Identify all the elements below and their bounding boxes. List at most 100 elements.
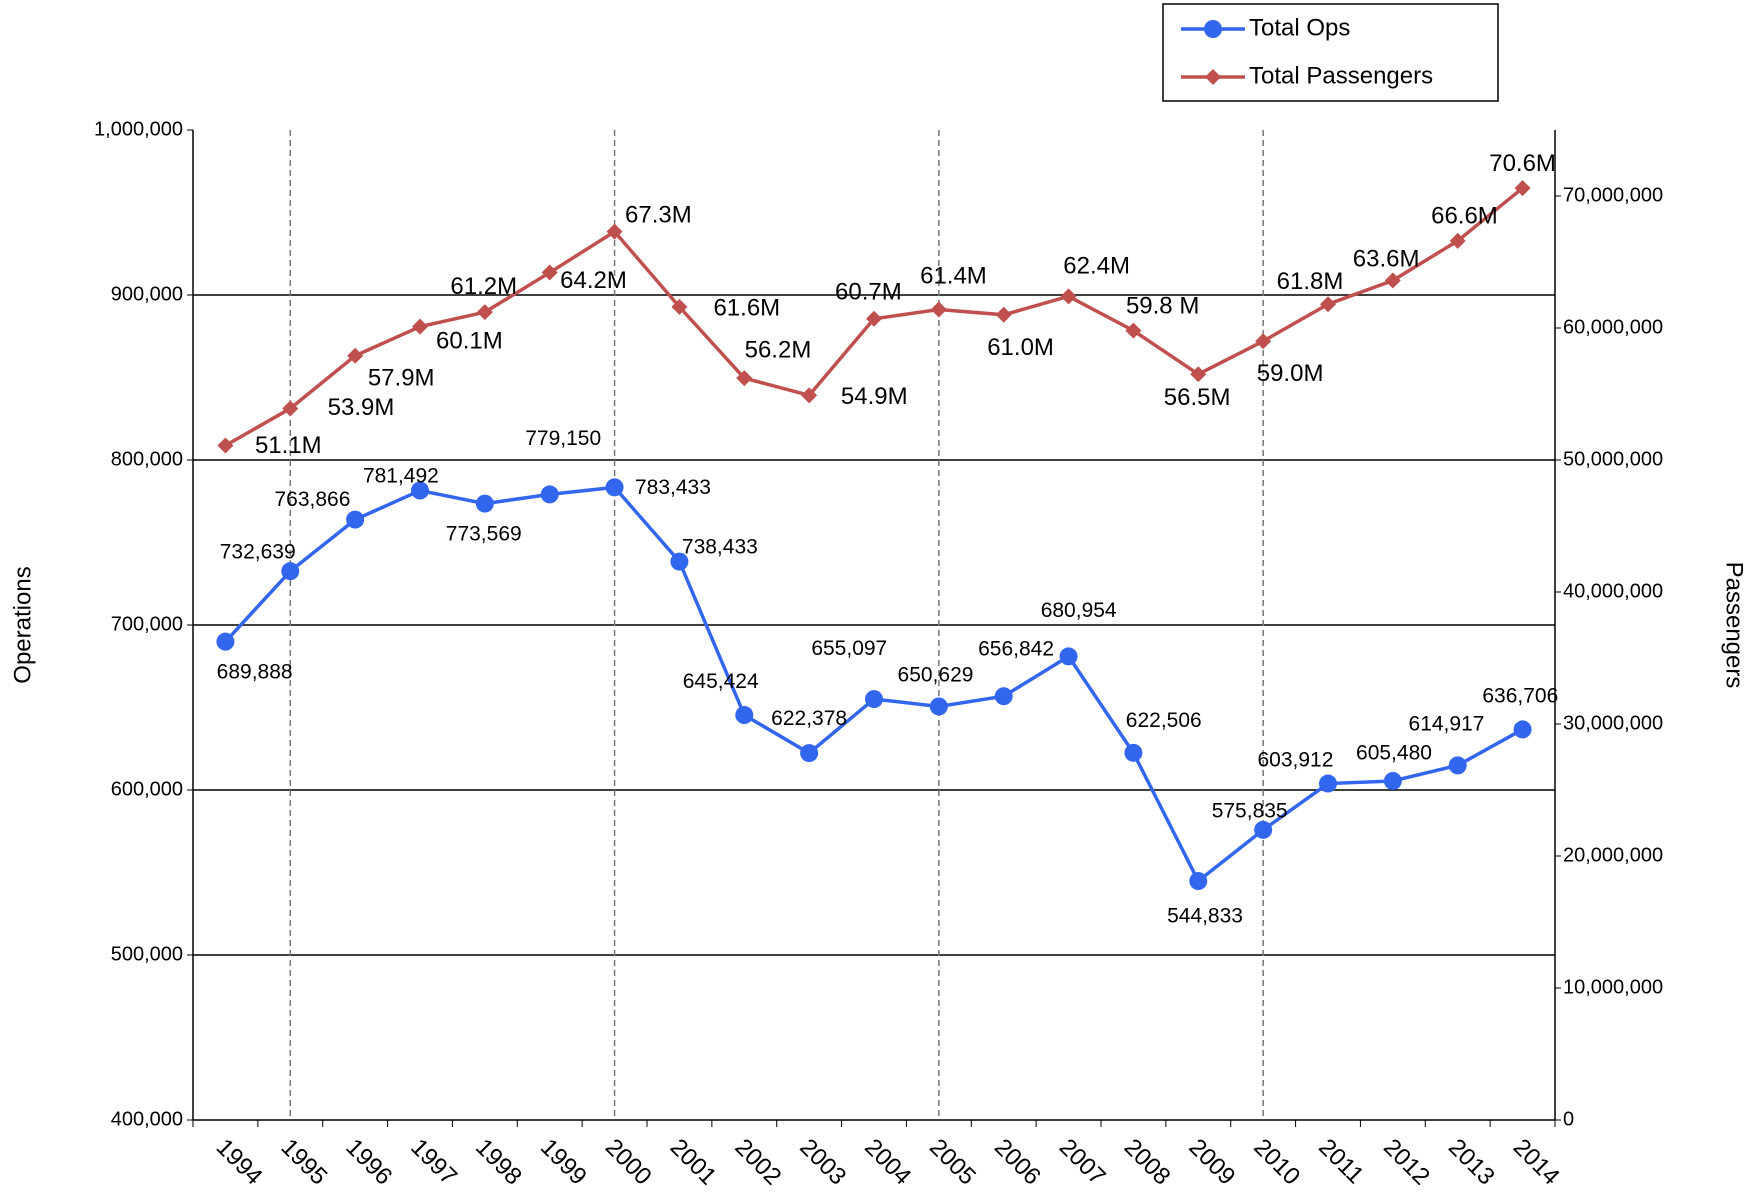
data-point [801,387,818,404]
x-tick-label: 2012 [1378,1134,1435,1191]
data-point [217,437,234,454]
data-label: 575,835 [1212,799,1288,822]
y2-axis-title: Passengers [1721,562,1748,689]
data-label: 59.0M [1257,360,1324,387]
data-point [1254,820,1273,839]
x-tick-label: 1999 [535,1134,592,1191]
data-label: 636,706 [1482,684,1558,707]
y-tick-label: 600,000 [111,778,183,800]
data-point [736,370,753,387]
data-point [1319,774,1337,793]
x-tick-label: 1995 [276,1134,333,1191]
data-label: 680,954 [1041,599,1117,622]
x-tick-label: 1994 [211,1134,268,1191]
data-label: 650,629 [898,664,974,687]
y-tick-label: 1,000,000 [94,118,183,140]
y2-tick-label: 40,000,000 [1563,580,1663,602]
data-label: 60.1M [436,328,503,355]
x-tick-label: 1996 [340,1134,397,1191]
y2-tick-label: 10,000,000 [1563,976,1663,998]
data-label: 61.0M [987,334,1054,361]
data-point [1060,288,1077,305]
data-point [1125,322,1142,339]
data-point [1513,720,1532,739]
data-point [347,347,364,364]
x-tick-label: 2008 [1119,1134,1176,1191]
data-label: 59.8 M [1126,292,1199,319]
data-label: 61.2M [450,273,517,300]
data-point [476,304,493,321]
data-label: 63.6M [1353,246,1420,273]
data-point [735,706,754,725]
data-point [475,494,494,513]
data-point [541,264,558,281]
data-point [540,485,559,504]
x-tick-label: 2010 [1248,1134,1305,1191]
x-tick-label: 2013 [1443,1134,1500,1191]
x-tick-label: 2014 [1508,1134,1565,1191]
data-point [1255,333,1272,350]
data-label: 622,506 [1126,709,1202,732]
data-label: 61.8M [1277,268,1344,295]
data-label: 656,842 [978,638,1054,661]
data-point [671,298,688,315]
data-label: 783,433 [635,476,711,499]
y2-tick-label: 0 [1563,1108,1574,1130]
data-label: 732,639 [220,541,296,564]
x-tick-label: 1997 [405,1134,462,1191]
data-label: 57.9M [368,365,435,392]
legend-label: Total Passengers [1249,62,1433,89]
data-label: 781,492 [363,465,439,488]
data-point [866,310,882,327]
legend-marker [1205,69,1221,85]
data-point [1124,743,1143,762]
data-label: 53.9M [328,394,395,421]
data-label: 763,866 [275,488,351,511]
data-point [606,223,623,240]
data-label: 64.2M [560,267,627,294]
data-point [1449,232,1466,249]
data-label: 689,888 [217,661,293,684]
data-label: 56.2M [745,337,812,364]
data-point [411,481,429,500]
data-point [865,690,883,709]
data-label: 738,433 [682,536,758,559]
y2-tick-label: 70,000,000 [1563,184,1663,206]
data-point [995,306,1012,323]
data-label: 773,569 [446,523,522,546]
data-label: 61.6M [713,294,780,321]
data-label: 51.1M [255,432,322,459]
data-label: 70.6M [1489,150,1556,177]
data-point [670,552,689,571]
data-point [281,562,300,581]
data-point [1514,180,1531,197]
y-tick-label: 800,000 [111,448,183,470]
y-tick-label: 900,000 [111,283,183,305]
x-tick-label: 2007 [1054,1134,1111,1191]
data-point [930,301,947,318]
data-point [1190,366,1207,383]
data-label: 60.7M [835,278,902,305]
legend-marker [1204,20,1222,38]
data-point [1059,647,1078,666]
x-tick-label: 2004 [859,1134,916,1191]
data-label: 614,917 [1409,713,1485,736]
data-label: 67.3M [625,201,692,228]
data-label: 61.4M [920,262,987,289]
series-line [224,485,1524,884]
data-label: 655,097 [811,637,887,660]
data-point [1320,296,1336,313]
data-point [1189,872,1208,891]
data-label: 56.5M [1164,384,1231,411]
data-point [994,687,1013,706]
data-point [605,478,624,497]
x-tick-label: 2011 [1313,1134,1369,1190]
data-point [412,318,428,335]
y-tick-label: 700,000 [111,613,183,635]
data-point [216,632,235,651]
y-axis-title: Operations [9,566,36,683]
data-label: 605,480 [1356,742,1432,765]
y2-tick-label: 20,000,000 [1563,844,1663,866]
x-tick-label: 2002 [730,1134,787,1191]
